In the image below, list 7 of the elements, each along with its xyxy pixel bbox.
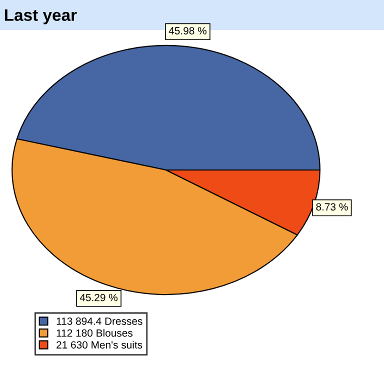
data-label: 45.98 % [168,27,206,34]
data-label: 8.73 % [316,203,348,211]
legend-label: 113 894.4 Dresses [56,317,142,325]
legend-label: 112 180 Blouses [56,329,133,337]
legend-label: 21 630 Men's suits [56,340,142,349]
data-label: 45.29 % [80,294,118,302]
chart-title: Last year [4,9,77,24]
